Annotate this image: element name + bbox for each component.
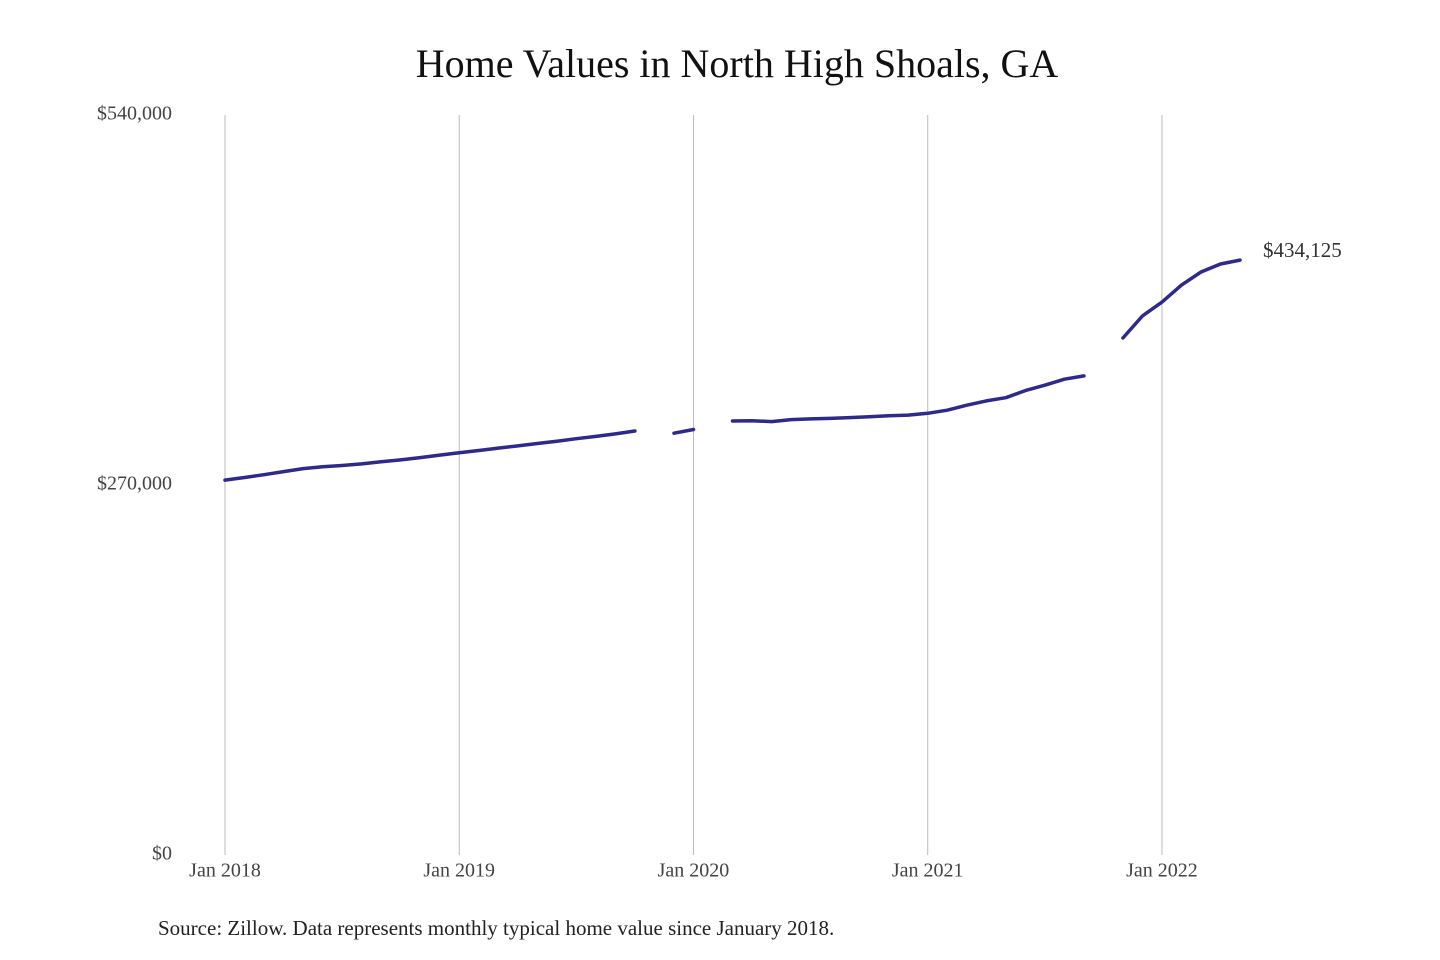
x-tick-label: Jan 2018	[189, 860, 261, 882]
line	[223, 258, 1242, 482]
x-tick-label: Jan 2022	[1126, 860, 1198, 882]
value-label: $434,125	[1263, 238, 1342, 262]
x-tick-label: Jan 2021	[892, 860, 964, 882]
x-tick-label: Jan 2019	[423, 860, 495, 882]
chart-title: Home Values in North High Shoals, GA	[416, 41, 1059, 86]
source-note: Source: Zillow. Data represents monthly …	[158, 916, 834, 940]
x-tick-label: Jan 2020	[658, 860, 730, 882]
y-tick-label: $540,000	[97, 103, 172, 125]
y-tick-label: $270,000	[97, 473, 172, 495]
y-tick-label: $0	[152, 843, 172, 865]
